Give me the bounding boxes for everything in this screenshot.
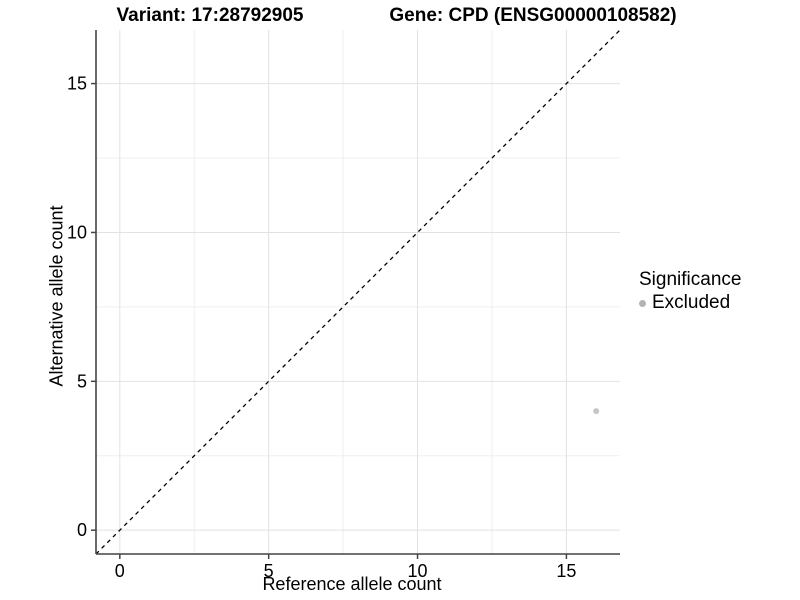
x-tick-label: 0 [115,561,125,581]
y-tick-label: 15 [67,74,87,94]
legend-item-excluded: Excluded [639,292,741,314]
legend-item-label: Excluded [652,292,731,313]
x-tick-label: 10 [408,561,428,581]
plot-title-gene: Gene: CPD (ENSG00000108582) [389,5,677,26]
plot-title-variant: Variant: 17:28792905 [116,5,304,26]
y-tick-label: 5 [77,371,87,391]
x-tick-label: 5 [264,561,274,581]
y-axis-title: Alternative allele count [46,205,67,387]
x-axis-title: Reference allele count [262,574,442,594]
data-point [593,408,600,415]
y-tick-label: 0 [77,520,87,540]
identity-line [95,29,621,555]
legend-title: Significance [639,269,742,290]
y-tick-label: 10 [67,222,87,242]
legend: Significance Excluded [639,268,741,314]
x-tick-label: 15 [556,561,576,581]
legend-point-swatch [639,299,646,307]
